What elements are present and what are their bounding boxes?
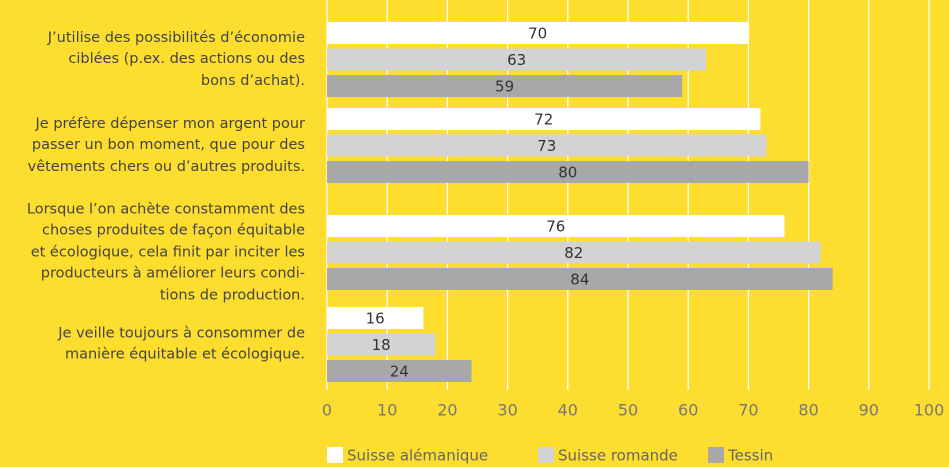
value-label: 76: [546, 218, 565, 236]
bar: [327, 215, 785, 237]
bar: [327, 268, 833, 290]
bar: [327, 307, 424, 329]
x-tick-label: 100: [914, 401, 945, 420]
x-tick-label: 20: [437, 401, 457, 420]
bar: [327, 134, 767, 157]
bar: [327, 108, 761, 130]
x-tick-label: 0: [322, 401, 332, 420]
legend-swatch: [327, 447, 343, 463]
x-tick-label: 70: [738, 401, 758, 420]
x-tick-label: 40: [558, 401, 578, 420]
bar: [327, 333, 436, 356]
bar: [327, 161, 809, 183]
value-label: 82: [564, 244, 583, 262]
value-label: 16: [366, 310, 385, 328]
value-label: 73: [537, 137, 556, 155]
value-label: 18: [372, 336, 391, 354]
legend-label: Suisse romande: [558, 447, 678, 465]
bar: [327, 241, 821, 264]
bar: [327, 48, 707, 71]
legend-swatch: [538, 447, 554, 463]
x-tick-label: 80: [798, 401, 818, 420]
x-tick-label: 90: [859, 401, 879, 420]
x-tick-label: 50: [618, 401, 638, 420]
category-label: Je veille toujours à consommer de manièr…: [58, 325, 305, 363]
value-label: 59: [495, 78, 514, 96]
bar: [327, 360, 472, 382]
category-label: Je préfère dépenser mon argent pour pass…: [27, 115, 305, 175]
value-label: 24: [390, 363, 409, 381]
value-label: 84: [570, 271, 589, 289]
value-label: 70: [528, 25, 547, 43]
bar: [327, 75, 683, 97]
legend-label: Tessin: [727, 447, 773, 465]
x-tick-label: 10: [377, 401, 397, 420]
bar: [327, 22, 749, 44]
x-tick-label: 30: [497, 401, 517, 420]
value-label: 80: [558, 164, 577, 182]
x-tick-label: 60: [678, 401, 698, 420]
value-label: 72: [534, 111, 553, 129]
legend-label: Suisse alémanique: [347, 447, 488, 465]
category-label: J’utilise des possibilités d’économie ci…: [47, 29, 305, 89]
category-label: Lorsque l’on achète constamment des chos…: [26, 200, 305, 303]
legend-swatch: [708, 447, 724, 463]
value-label: 63: [507, 51, 526, 69]
